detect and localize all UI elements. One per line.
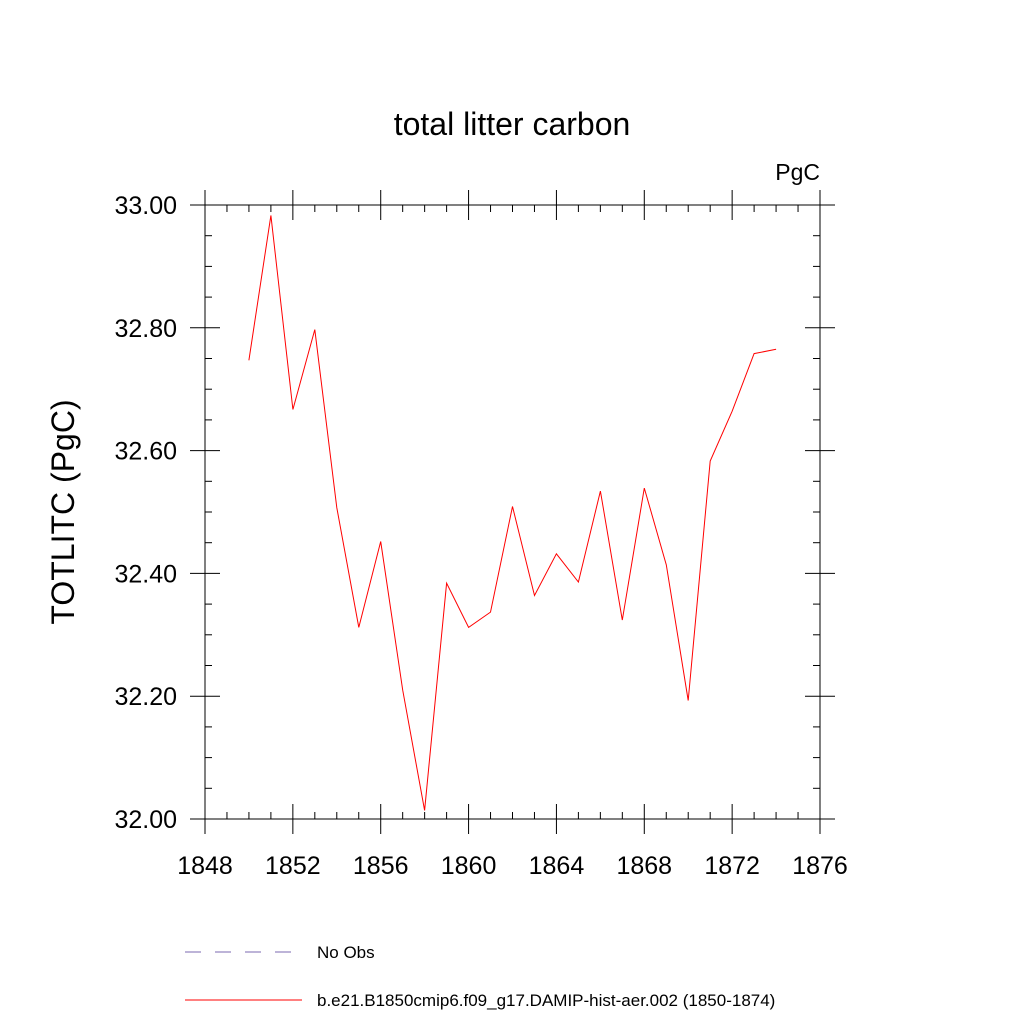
x-tick-label: 1868: [616, 852, 672, 880]
x-tick-label: 1872: [704, 852, 760, 880]
y-tick-label: 32.00: [114, 806, 177, 834]
series-line-1: [248, 215, 777, 811]
x-tick-label: 1856: [353, 852, 409, 880]
y-tick-label: 32.20: [114, 683, 177, 711]
legend: No Obs b.e21.B1850cmip6.f09_g17.DAMIP-his…: [185, 943, 775, 1010]
x-tick-label: 1864: [529, 852, 585, 880]
y-tick-label: 33.00: [114, 192, 177, 220]
y-tick-label: 32.60: [114, 438, 177, 466]
axis-tick-labels: 1848 1852 1856 1860 1864 1868 1872 1876 32.00 32.…: [114, 192, 847, 880]
series-lines: [248, 215, 777, 811]
x-tick-label: 1848: [177, 852, 233, 880]
units-label: PgC: [775, 159, 820, 185]
plot-frame: [204, 204, 821, 820]
x-tick-label: 1852: [265, 852, 321, 880]
x-tick-label: 1860: [441, 852, 497, 880]
y-tick-label: 32.80: [114, 315, 177, 343]
axis-ticks: [190, 190, 835, 834]
y-axis-label: TOTLITC (PgC): [45, 399, 81, 624]
legend-label-0: No Obs: [317, 943, 375, 962]
x-tick-label: 1876: [792, 852, 848, 880]
chart-title: total litter carbon: [394, 106, 631, 142]
legend-label-1: b.e21.B1850cmip6.f09_g17.DAMIP-hist-aer.…: [317, 991, 775, 1010]
y-tick-label: 32.40: [114, 560, 177, 588]
